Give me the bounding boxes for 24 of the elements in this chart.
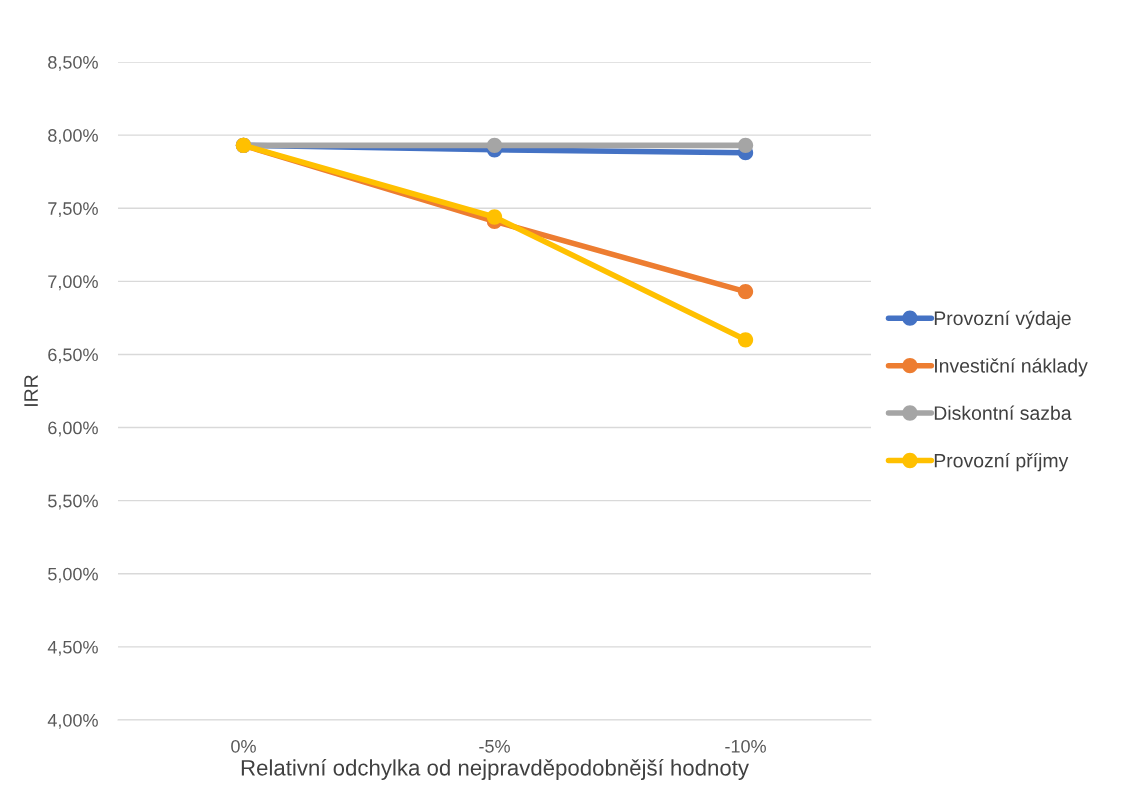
y-tick-label: 4,00% (47, 713, 98, 729)
y-tick-label: 6,00% (48, 421, 98, 437)
point (486, 209, 503, 225)
point (486, 137, 503, 153)
y-tick-label: 7,50% (48, 202, 98, 218)
legend-label: Investiční náklady (935, 358, 1088, 377)
point (737, 332, 754, 348)
x-tick-label: 0% (231, 739, 256, 753)
y-tick-label: 8,50% (48, 55, 98, 71)
y-axis-title: IRR (24, 375, 38, 406)
y-tick-label: 4,50% (47, 640, 98, 656)
legend-label: Provozní výdaje (934, 310, 1071, 330)
point (737, 137, 754, 153)
x-tick-label: -10% (725, 739, 766, 753)
x-tick-label: -5% (479, 740, 510, 753)
y-tick-label: 6,50% (48, 348, 98, 364)
y-tick-label: 5,00% (48, 567, 98, 583)
legend-label: Provozní příjmy (934, 453, 1069, 472)
point (737, 283, 754, 300)
y-tick-label: 8,00% (48, 129, 98, 144)
y-tick-label: 5,50% (48, 494, 98, 510)
y-tick-label: 7,00% (48, 275, 98, 291)
legend-label: Diskontní sazba (934, 405, 1072, 420)
x-axis-title: Relativní odchylka od nejpravděpodobnější hodnoty (241, 759, 749, 781)
